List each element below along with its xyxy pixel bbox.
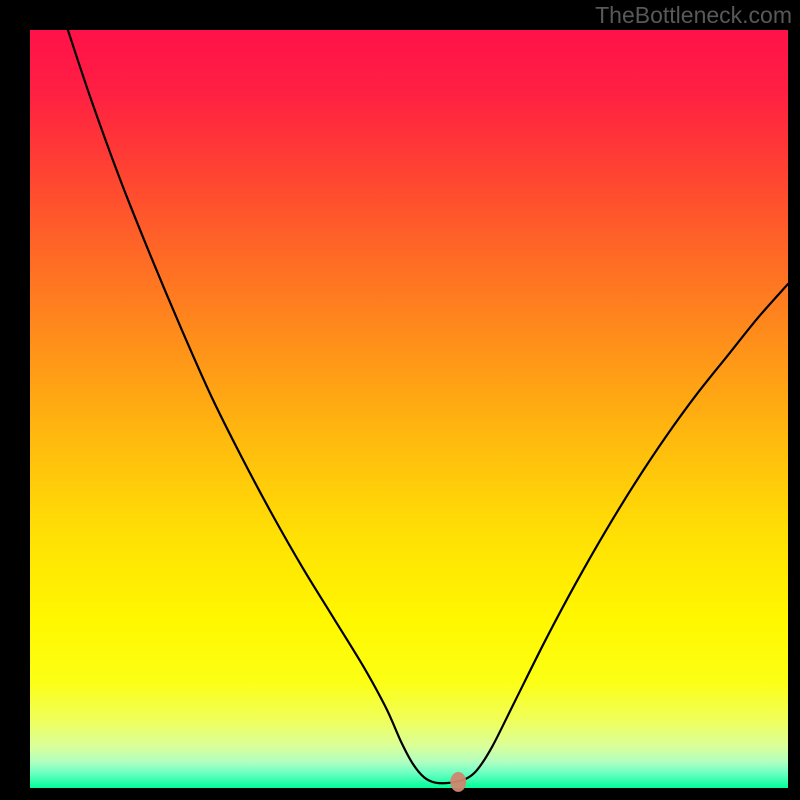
- optimal-point-marker: [450, 772, 466, 792]
- plot-background: [30, 30, 788, 788]
- watermark-text: TheBottleneck.com: [595, 2, 792, 29]
- chart-container: TheBottleneck.com: [0, 0, 800, 800]
- bottleneck-chart: [0, 0, 800, 800]
